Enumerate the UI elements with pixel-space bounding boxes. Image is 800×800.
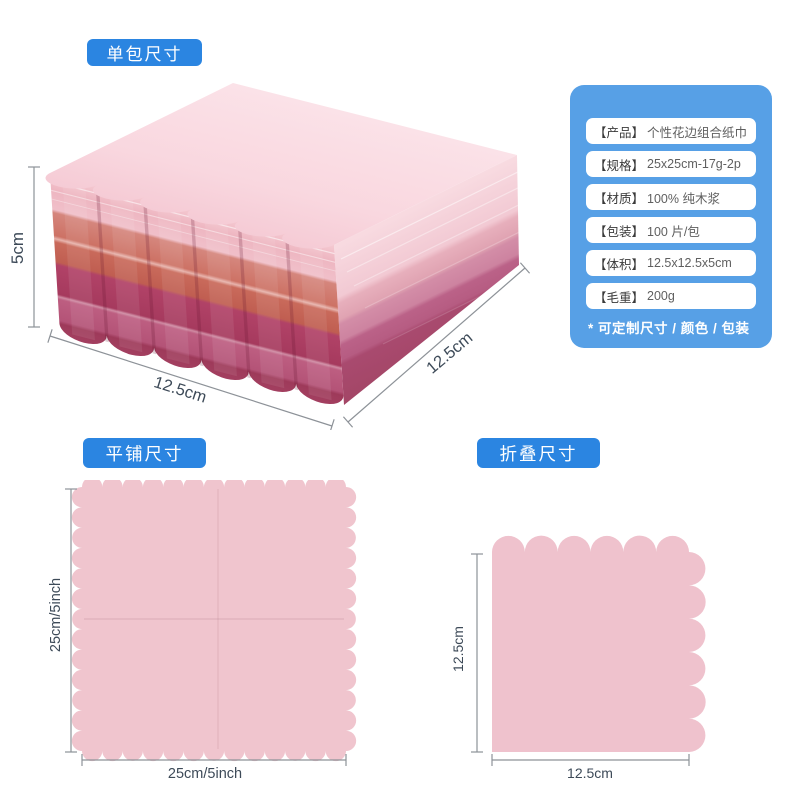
folded-napkin-shape: [492, 535, 706, 752]
spec-value: 200g: [647, 289, 675, 303]
spec-label: 【材质】: [594, 191, 645, 206]
spec-value: 100% 纯木浆: [647, 191, 720, 206]
flat-dimension-lines: [65, 488, 347, 766]
spec-value: 100 片/包: [647, 224, 700, 239]
spec-panel: 【产品】 个性花边组合纸巾 【规格】 25x25cm-17g-2p 【材质】 1…: [570, 85, 772, 348]
spec-label: 【包装】: [594, 224, 645, 239]
stack-dimension-lines: [28, 166, 531, 430]
napkin-stack-illustration: [28, 83, 531, 430]
spec-value: 25x25cm-17g-2p: [647, 157, 741, 171]
spec-label: 【体积】: [594, 257, 645, 272]
dim-label-flat-height: 25cm/5inch: [48, 577, 64, 653]
folded-dimension-lines: [471, 553, 690, 766]
spec-row-material: 【材质】 100% 纯木浆: [586, 184, 756, 210]
spec-row-packing: 【包装】 100 片/包: [586, 217, 756, 243]
dim-label-folded-width: 12.5cm: [567, 765, 613, 781]
spec-row-volume: 【体积】 12.5x12.5x5cm: [586, 250, 756, 276]
spec-value: 12.5x12.5x5cm: [647, 256, 732, 270]
spec-label: 【规格】: [594, 158, 645, 173]
dim-label-pack-height: 5cm: [8, 231, 27, 265]
folded-size-badge: 折叠尺寸: [477, 438, 600, 468]
stack-side-face: [334, 155, 519, 405]
spec-note: * 可定制尺寸 / 颜色 / 包装: [588, 321, 750, 336]
flat-napkin-illustration: [65, 480, 357, 766]
dim-label-folded-height: 12.5cm: [450, 626, 466, 672]
pack-size-badge: 单包尺寸: [87, 39, 202, 66]
spec-label: 【毛重】: [594, 290, 645, 305]
spec-value: 个性花边组合纸巾: [647, 125, 748, 140]
spec-label: 【产品】: [594, 125, 645, 140]
dim-label-flat-width: 25cm/5inch: [167, 766, 243, 782]
spec-row-product: 【产品】 个性花边组合纸巾: [586, 118, 756, 144]
flat-napkin-shape: [71, 480, 357, 762]
stack-top-face: [45, 83, 517, 249]
spec-row-size: 【规格】 25x25cm-17g-2p: [586, 151, 756, 177]
folded-napkin-illustration: [471, 535, 706, 766]
spec-row-weight: 【毛重】 200g: [586, 283, 756, 309]
flat-size-badge: 平铺尺寸: [83, 438, 206, 468]
